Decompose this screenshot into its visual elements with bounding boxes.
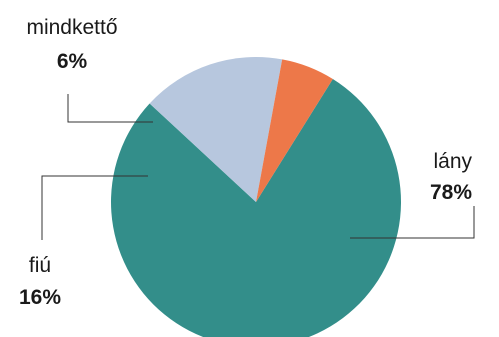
slice-label-1: fiú xyxy=(29,254,51,277)
pie-slice-2 xyxy=(256,59,333,202)
slice-value-2: 6% xyxy=(57,50,88,73)
slice-value-0: 78% xyxy=(430,181,472,204)
pie-slice-0 xyxy=(111,79,401,337)
pie-slice-1 xyxy=(149,56,283,203)
slice-value-1: 16% xyxy=(19,286,61,309)
slice-labels: lány 78% fiú 16% mindkettő 6% xyxy=(19,16,473,309)
slice-label-2: mindkettő xyxy=(26,16,117,39)
leader-lines xyxy=(41,94,475,240)
pie-slices xyxy=(111,56,401,337)
leader-line-1 xyxy=(41,175,148,240)
leader-line-2 xyxy=(67,94,153,123)
slice-label-0: lány xyxy=(433,150,472,173)
leader-line-0 xyxy=(350,206,475,239)
